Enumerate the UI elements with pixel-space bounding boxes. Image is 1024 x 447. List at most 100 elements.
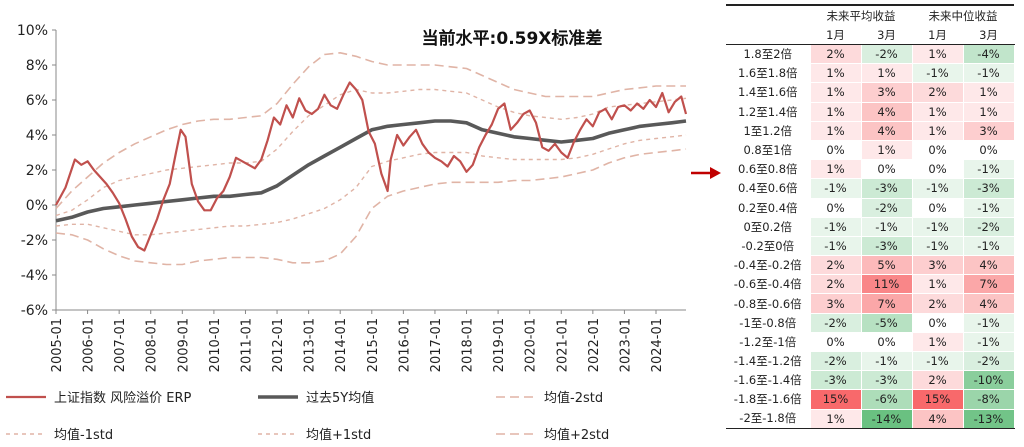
- row-label: 0.4至0.6倍: [737, 181, 798, 196]
- legend-label-5: 均值+2std: [544, 427, 609, 443]
- value-cell: 2%: [809, 43, 862, 65]
- table-row: -1.2至-1倍 0% 0% 1% -1%: [726, 331, 1015, 353]
- value-cell: -2%: [809, 312, 862, 333]
- row-label: -0.6至-0.4倍: [733, 277, 802, 292]
- x-tick-label: 2019-01: [492, 318, 507, 372]
- value-cell: 1%: [860, 139, 913, 161]
- row-label: -1至-0.8倍: [739, 315, 797, 330]
- value-cell: -5%: [860, 312, 913, 333]
- row-label: 0至0.2倍: [743, 219, 793, 234]
- value-cell: -1%: [911, 350, 964, 372]
- table-row: 1.2至1.4倍 1% 4% 1% 1%: [726, 101, 1015, 122]
- value-cell: 1%: [809, 120, 862, 141]
- x-tick-label: 2024-01: [650, 318, 665, 372]
- value-cell: -1%: [911, 235, 964, 257]
- x-tick-label: 2010-01: [208, 318, 223, 372]
- value-cell: -1%: [962, 159, 1015, 180]
- value-cell: -1%: [809, 178, 862, 199]
- series-line-0: [55, 81, 688, 252]
- value-cell: 5%: [860, 255, 913, 276]
- value-cell: 3%: [809, 293, 862, 314]
- value-cell: -3%: [809, 370, 862, 391]
- value-cell: 1%: [809, 101, 862, 122]
- x-tick-label: 2007-01: [113, 318, 128, 372]
- table-row: 0.8至1倍 0% 1% 0% 0%: [726, 139, 1015, 161]
- y-tick-label: 10%: [17, 23, 48, 39]
- value-cell: 1%: [809, 159, 862, 180]
- value-cell: -3%: [962, 178, 1015, 199]
- table-row: -1.8至-1.6倍 15% -6% 15% -8%: [726, 389, 1015, 410]
- value-cell: -1%: [962, 235, 1015, 257]
- value-cell: -8%: [962, 389, 1015, 410]
- value-cell: 2%: [809, 274, 862, 295]
- pointer-arrow-icon: [691, 167, 721, 179]
- x-tick-label: 2011-01: [239, 318, 254, 372]
- value-cell: -1%: [962, 312, 1015, 333]
- value-cell: 0%: [860, 159, 913, 180]
- y-tick-label: 8%: [26, 58, 48, 74]
- x-tick-label: 2014-01: [334, 318, 349, 372]
- value-cell: 2%: [809, 255, 862, 276]
- subheader-median-3m: 3月: [963, 26, 1014, 45]
- y-tick-label: 0%: [26, 198, 48, 214]
- row-label: 1.8至2倍: [743, 47, 793, 62]
- value-cell: 4%: [860, 120, 913, 141]
- table-row: 0.2至0.4倍 0% -2% 0% -1%: [726, 197, 1015, 218]
- value-cell: 1%: [911, 43, 964, 65]
- legend-label-0: 上证指数 风险溢价 ERP: [54, 391, 192, 406]
- table-row: 1.4至1.6倍 1% 3% 2% 1%: [726, 82, 1015, 103]
- table-row: -1至-0.8倍 -2% -5% 0% -1%: [726, 312, 1015, 333]
- value-cell: 1%: [860, 63, 913, 84]
- value-cell: 15%: [911, 389, 964, 410]
- row-label: -1.6至-1.4倍: [733, 373, 802, 388]
- value-cell: -2%: [962, 350, 1015, 372]
- header-mean-return: 未来平均收益: [810, 4, 912, 26]
- x-tick-label: 2016-01: [397, 318, 412, 372]
- value-cell: 0%: [860, 331, 913, 353]
- table-row: -2至-1.8倍 1% -14% 4% -13%: [726, 408, 1015, 429]
- value-cell: 1%: [911, 120, 964, 141]
- value-cell: -1%: [860, 350, 913, 372]
- y-tick-label: -2%: [21, 233, 48, 249]
- x-tick-label: 2018-01: [461, 318, 476, 372]
- value-cell: 7%: [860, 293, 913, 314]
- value-cell: -1%: [962, 331, 1015, 353]
- table-corner: [726, 4, 810, 26]
- value-cell: -2%: [860, 43, 913, 65]
- value-cell: -14%: [860, 408, 913, 429]
- value-cell: -3%: [860, 235, 913, 257]
- value-cell: -2%: [809, 350, 862, 372]
- x-tick-label: 2015-01: [366, 318, 381, 372]
- value-cell: 11%: [860, 274, 913, 295]
- value-cell: 7%: [962, 274, 1015, 295]
- row-label: 0.6至0.8倍: [737, 162, 798, 177]
- row-label: 1.4至1.6倍: [737, 85, 798, 100]
- row-label: -0.8至-0.6倍: [733, 296, 802, 311]
- subheader-median-1m: 1月: [912, 26, 963, 45]
- x-tick-label: 2017-01: [429, 318, 444, 372]
- subheader-mean-3m: 3月: [861, 26, 912, 45]
- value-cell: 0%: [809, 139, 862, 161]
- value-cell: -3%: [860, 370, 913, 391]
- value-cell: 0%: [911, 139, 964, 161]
- value-cell: 3%: [962, 120, 1015, 141]
- x-tick-label: 2021-01: [555, 318, 570, 372]
- row-label: -1.2至-1倍: [739, 334, 797, 349]
- value-cell: 4%: [962, 293, 1015, 314]
- value-cell: -3%: [860, 178, 913, 199]
- table-row: 1至1.2倍 1% 4% 1% 3%: [726, 120, 1015, 141]
- value-cell: -13%: [962, 408, 1015, 429]
- row-label: 0.8至1倍: [743, 143, 793, 158]
- x-tick-label: 2020-01: [524, 318, 539, 372]
- table-row: -1.4至-1.2倍 -2% -1% -1% -2%: [726, 350, 1015, 372]
- table-row: 0.4至0.6倍 -1% -3% -1% -3%: [726, 178, 1015, 199]
- x-tick-label: 2006-01: [82, 318, 97, 372]
- value-cell: 0%: [962, 139, 1015, 161]
- legend-label-2: 均值-2std: [544, 390, 603, 406]
- value-cell: 3%: [911, 255, 964, 276]
- table-row: -0.6至-0.4倍 2% 11% 1% 7%: [726, 274, 1015, 295]
- table-corner-sub: [726, 26, 810, 45]
- chart-title: 当前水平:0.59X标准差: [422, 28, 603, 49]
- x-tick-label: 2013-01: [303, 318, 318, 372]
- table-row: -0.2至0倍 -1% -3% -1% -1%: [726, 235, 1015, 257]
